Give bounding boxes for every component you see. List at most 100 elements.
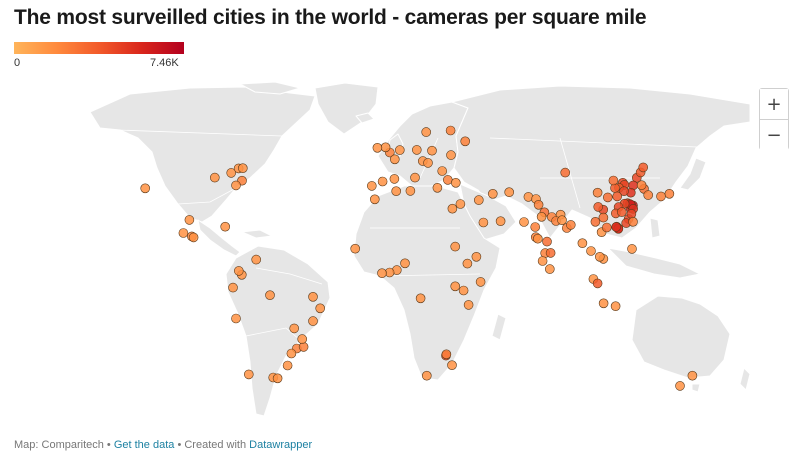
city-marker[interactable] (450, 178, 461, 188)
city-marker[interactable] (308, 316, 318, 326)
city-marker[interactable] (289, 323, 299, 334)
city-marker[interactable] (616, 207, 627, 217)
city-marker[interactable] (560, 167, 571, 178)
city-marker[interactable] (504, 187, 515, 197)
city-marker[interactable] (577, 238, 588, 248)
city-marker[interactable] (411, 145, 422, 155)
city-marker[interactable] (231, 313, 241, 324)
city-marker[interactable] (636, 180, 647, 190)
city-marker[interactable] (410, 172, 420, 183)
city-marker[interactable] (251, 254, 261, 265)
city-marker[interactable] (664, 189, 675, 199)
city-marker[interactable] (140, 183, 150, 194)
city-marker[interactable] (297, 334, 307, 344)
get-the-data-link[interactable]: Get the data (113, 439, 175, 451)
city-marker[interactable] (441, 349, 452, 360)
city-marker[interactable] (537, 256, 548, 266)
city-marker[interactable] (619, 186, 629, 196)
datawrapper-link[interactable]: Datawrapper (249, 439, 313, 451)
city-marker[interactable] (234, 266, 244, 276)
city-marker[interactable] (226, 168, 236, 178)
city-marker[interactable] (415, 293, 426, 304)
city-marker[interactable] (610, 301, 621, 311)
city-marker[interactable] (460, 136, 471, 147)
city-marker[interactable] (598, 298, 609, 309)
city-marker[interactable] (432, 183, 443, 193)
city-marker[interactable] (369, 194, 380, 205)
city-marker[interactable] (298, 342, 309, 352)
city-marker[interactable] (627, 244, 637, 254)
city-marker[interactable] (455, 199, 466, 209)
city-marker[interactable] (530, 222, 541, 232)
city-marker[interactable] (532, 233, 543, 244)
city-marker[interactable] (593, 202, 604, 212)
city-marker[interactable] (602, 192, 613, 203)
zoom-in-button[interactable]: + (760, 89, 788, 119)
city-marker[interactable] (188, 232, 199, 243)
city-marker[interactable] (421, 127, 432, 137)
city-marker[interactable] (220, 221, 230, 232)
city-marker[interactable] (366, 181, 377, 191)
city-marker[interactable] (586, 246, 596, 256)
city-marker[interactable] (210, 172, 220, 183)
city-marker[interactable] (178, 228, 189, 238)
city-marker[interactable] (228, 282, 238, 293)
city-marker[interactable] (315, 303, 326, 314)
zoom-out-button[interactable]: − (760, 120, 788, 150)
city-marker[interactable] (350, 243, 361, 254)
city-marker[interactable] (675, 381, 685, 391)
city-marker[interactable] (462, 258, 473, 269)
city-marker[interactable] (487, 189, 498, 199)
city-marker[interactable] (656, 191, 666, 202)
city-marker[interactable] (282, 360, 293, 371)
city-marker[interactable] (643, 190, 654, 200)
city-marker[interactable] (687, 370, 698, 381)
city-marker[interactable] (557, 215, 567, 225)
city-marker[interactable] (308, 292, 318, 302)
city-marker[interactable] (286, 348, 297, 359)
city-marker[interactable] (478, 217, 489, 228)
city-marker[interactable] (598, 212, 609, 223)
city-marker[interactable] (394, 145, 405, 155)
city-marker[interactable] (372, 143, 383, 153)
city-marker[interactable] (638, 162, 649, 173)
city-marker[interactable] (391, 186, 402, 196)
city-marker[interactable] (244, 369, 254, 380)
city-marker[interactable] (565, 220, 576, 230)
city-marker[interactable] (495, 216, 506, 226)
city-marker[interactable] (238, 163, 248, 173)
city-marker[interactable] (544, 264, 555, 274)
city-marker[interactable] (601, 222, 612, 233)
city-marker[interactable] (427, 145, 437, 156)
city-marker[interactable] (473, 195, 484, 205)
city-marker[interactable] (405, 186, 416, 196)
city-marker[interactable] (542, 236, 552, 247)
city-marker[interactable] (389, 154, 400, 165)
city-marker[interactable] (272, 373, 283, 384)
city-marker[interactable] (377, 268, 387, 278)
city-marker[interactable] (611, 222, 622, 232)
city-marker[interactable] (471, 252, 482, 262)
city-marker[interactable] (628, 217, 638, 227)
city-marker[interactable] (377, 176, 388, 187)
city-marker[interactable] (437, 166, 448, 176)
city-marker[interactable] (626, 209, 637, 219)
city-marker[interactable] (447, 203, 458, 214)
city-marker[interactable] (612, 191, 623, 202)
city-marker[interactable] (446, 150, 456, 160)
city-marker[interactable] (389, 174, 400, 184)
city-marker[interactable] (592, 187, 603, 198)
city-marker[interactable] (545, 248, 556, 258)
city-marker[interactable] (450, 241, 461, 252)
city-marker[interactable] (536, 212, 547, 222)
city-marker[interactable] (421, 370, 432, 381)
city-marker[interactable] (445, 125, 456, 136)
city-marker[interactable] (423, 158, 433, 168)
city-marker[interactable] (458, 285, 469, 296)
city-marker[interactable] (442, 175, 453, 185)
city-marker[interactable] (450, 281, 461, 292)
city-marker[interactable] (463, 300, 474, 310)
city-marker[interactable] (447, 360, 457, 371)
city-marker[interactable] (519, 217, 529, 227)
city-marker[interactable] (265, 290, 275, 300)
